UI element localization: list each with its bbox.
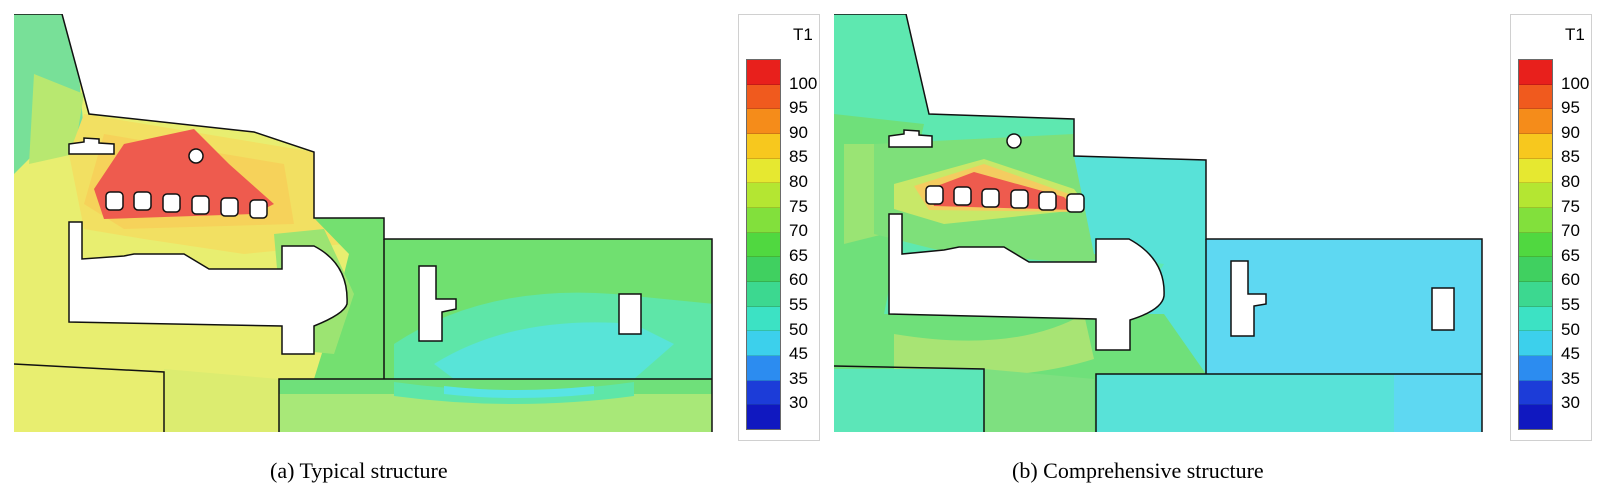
legend-swatch: [747, 183, 780, 209]
legend-colorbar: [746, 59, 781, 430]
legend-swatch: [1519, 306, 1552, 332]
legend-tick-label: 60: [789, 270, 808, 290]
legend-tick-label: 30: [789, 393, 808, 413]
legend-swatch: [747, 232, 780, 258]
legend-tick-label: 70: [1561, 221, 1580, 241]
color-legend-comprehensive: T1 100 95 90 85 80 75 70 65 60 55 50 45 35 30: [1510, 14, 1592, 441]
legend-title: T1: [793, 25, 813, 44]
legend-swatch: [747, 158, 780, 184]
legend-swatch: [1519, 282, 1552, 307]
caption-comprehensive: (b) Comprehensive structure: [1012, 458, 1264, 483]
legend-tick-label: 95: [1561, 98, 1580, 118]
panel-typical-structure: T1 100 95 90 85 80 75 70 65 60 55 50 45 35 30 (a) Typ…: [0, 0, 820, 501]
legend-swatch: [1519, 356, 1552, 381]
legend-tick-label: 50: [1561, 319, 1580, 339]
legend-tick-label: 30: [1561, 393, 1580, 413]
legend-swatch: [1519, 134, 1552, 159]
legend-tick-label: 100: [789, 73, 818, 93]
legend-tick-label: 100: [1561, 73, 1590, 93]
legend-swatch: [1519, 331, 1552, 357]
legend-swatch: [747, 331, 780, 357]
legend-tick-label: 35: [1561, 368, 1580, 388]
legend-tick-label: 80: [1561, 172, 1580, 191]
legend-title: T1: [1565, 25, 1585, 44]
legend-swatch: [1519, 183, 1552, 209]
legend-tick-label: 45: [1561, 344, 1580, 364]
legend-tick-label: 35: [789, 368, 808, 388]
legend-tick-label: 70: [789, 221, 808, 241]
legend-colorbar: [1518, 59, 1553, 430]
legend-tick-label: 60: [1561, 270, 1580, 290]
legend-swatch: [1519, 208, 1552, 233]
legend-swatch: [1519, 405, 1552, 430]
legend-tick-label: 75: [1561, 196, 1580, 216]
color-legend-typical: T1 100 95 90 85 80 75 70 65 60 55 50 45 35 30: [738, 14, 820, 441]
legend-swatch: [747, 356, 780, 381]
legend-swatch: [747, 282, 780, 307]
legend-swatch: [1519, 60, 1552, 85]
legend-tick-label: 75: [789, 196, 808, 216]
legend-tick-label: 80: [789, 172, 808, 191]
temperature-map-comprehensive: [834, 14, 1483, 432]
legend-swatch: [747, 208, 780, 233]
legend-tick-label: 85: [789, 147, 808, 167]
legend-tick-label: 55: [1561, 295, 1580, 314]
legend-tick-label: 65: [1561, 245, 1580, 265]
legend-tick-label: 65: [789, 245, 808, 265]
legend-swatch: [1519, 158, 1552, 184]
legend-swatch: [1519, 109, 1552, 135]
legend-swatch: [747, 84, 780, 110]
legend-tick-label: 90: [1561, 122, 1580, 142]
legend-swatch: [747, 109, 780, 135]
legend-tick-label: 85: [1561, 147, 1580, 167]
legend-swatch: [1519, 232, 1552, 258]
legend-swatch: [747, 306, 780, 332]
legend-swatch: [1519, 380, 1552, 406]
legend-swatch: [747, 257, 780, 283]
legend-swatch: [747, 60, 780, 85]
legend-tick-label: 50: [789, 319, 808, 339]
legend-swatch: [747, 134, 780, 159]
legend-swatch: [1519, 257, 1552, 283]
temperature-map-typical: [14, 14, 713, 432]
legend-swatch: [1519, 84, 1552, 110]
panel-comprehensive-structure: T1 100 95 90 85 80 75 70 65 60 55 50 45 35 30 (b) Com…: [822, 0, 1617, 501]
legend-tick-label: 55: [789, 295, 808, 314]
legend-swatch: [747, 380, 780, 406]
caption-typical: (a) Typical structure: [270, 458, 448, 483]
legend-tick-label: 45: [789, 344, 808, 364]
legend-tick-label: 90: [789, 122, 808, 142]
legend-swatch: [747, 405, 780, 430]
legend-tick-label: 95: [789, 98, 808, 118]
